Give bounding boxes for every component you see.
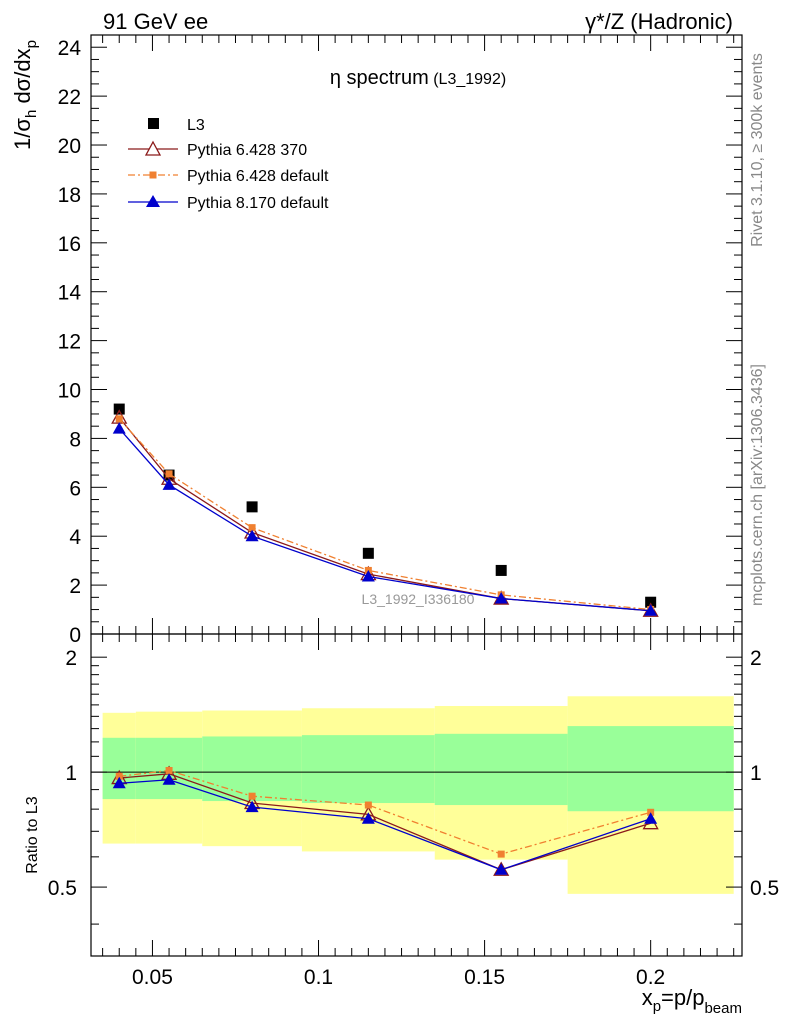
legend-entry-pythia6-default: Pythia 6.428 default [128, 168, 329, 185]
main-series-0-point-4 [495, 564, 507, 576]
main-series-3-point-4 [494, 592, 508, 604]
ratio-ytick-label-left: 2 [65, 647, 77, 670]
ratio-uncertainty-bands [102, 696, 734, 894]
main-ytick-label: 10 [58, 380, 81, 403]
ratio-series-1-point-4 [497, 850, 505, 858]
ratio-ytick-label-right: 0.5 [750, 877, 779, 900]
xtick-label: 0.2 [636, 966, 665, 989]
main-ytick-label: 12 [58, 331, 81, 354]
main-series-3-point-5 [644, 604, 658, 616]
main-series-2-point-0 [115, 415, 123, 423]
main-series-0-point-2 [246, 501, 258, 513]
main-series-3-point-0 [112, 422, 126, 434]
chart-title-main: η spectrum [330, 67, 429, 89]
main-series-0-point-5 [645, 596, 657, 608]
inner-band-bin-3 [301, 735, 435, 804]
legend-entry-pythia8: Pythia 8.170 default [128, 195, 329, 212]
ratio-series-2-point-0 [112, 776, 126, 789]
ratio-series-1-point-3 [364, 801, 372, 809]
main-series-2-point-1 [165, 470, 173, 478]
legend-marker-pythia6-370 [144, 140, 162, 156]
ratio-series-1-point-0 [115, 772, 123, 780]
main-series-2-point-2 [248, 524, 256, 532]
main-series-3-point-1 [162, 478, 176, 490]
main-series-3-point-2 [245, 529, 259, 542]
legend-label-l3: L3 [187, 117, 205, 134]
process-label: γ*/Z (Hadronic) [585, 9, 733, 34]
ratio-series-2 [112, 773, 658, 875]
ratio-series-2-point-4 [494, 863, 508, 875]
main-ytick-label: 4 [69, 526, 81, 549]
mcplots-label: mcplots.cern.ch [arXiv:1306.3436] [749, 364, 766, 606]
energy-label: 91 GeV ee [103, 9, 208, 34]
main-series-3 [112, 422, 658, 616]
legend-label-pythia6-370: Pythia 6.428 370 [187, 142, 307, 159]
main-ytick-label: 18 [58, 184, 81, 207]
legend-entry-l3: L3 [148, 117, 205, 134]
main-ytick-label: 24 [58, 37, 82, 60]
ratio-frame [90, 633, 743, 957]
analysis-watermark: L3_1992_I336180 [362, 591, 475, 607]
main-ytick-label: 2 [69, 575, 81, 598]
rivet-version-label: Rivet 3.1.10, ≥ 300k events [749, 53, 766, 247]
ratio-series-0-line [119, 773, 651, 871]
inner-band-bin-0 [102, 737, 136, 800]
main-ytick-label: 22 [58, 86, 81, 109]
inner-band-bin-4 [434, 733, 568, 806]
main-series-3-point-3 [361, 570, 375, 582]
legend-entry-pythia6-370: Pythia 6.428 370 [128, 140, 307, 159]
ratio-ytick-label-left: 0.5 [48, 877, 77, 900]
ratio-ytick-label-left: 1 [65, 762, 77, 785]
inner-band-bin-2 [202, 736, 302, 802]
main-series-2-line [118, 418, 651, 611]
legend-label-pythia6-default: Pythia 6.428 default [187, 168, 329, 185]
ratio-ytick-label-right: 2 [750, 647, 762, 670]
ratio-ytick-label-right: 1 [750, 762, 762, 785]
main-ytick-label: 14 [58, 282, 82, 305]
main-ytick-label: 0 [69, 624, 81, 647]
ratio-series-2-point-2 [245, 800, 259, 813]
legend-label-pythia8: Pythia 8.170 default [187, 195, 329, 212]
xtick-label: 0.1 [304, 966, 333, 989]
xtick-label: 0.15 [464, 966, 505, 989]
chart-title-suffix: (L3_1992) [433, 71, 506, 88]
main-series-3-line [118, 428, 651, 612]
main-series-1 [111, 409, 659, 617]
ratio-series-2-point-1 [162, 773, 176, 785]
main-ylabel: 1/σh dσ/dxp [10, 40, 40, 150]
xtick-label: 0.05 [132, 966, 173, 989]
xlabel: xp=p/pbeam [642, 985, 742, 1017]
legend: L3 Pythia 6.428 370 Pythia 6.428 default… [128, 117, 329, 212]
main-ytick-label: 8 [69, 428, 81, 451]
main-series-0-point-0 [113, 403, 125, 415]
ratio-series-2-line [119, 779, 651, 871]
ratio-series-2-point-3 [361, 812, 375, 824]
main-ytick-label: 20 [58, 135, 81, 158]
ratio-series-1-line [119, 769, 651, 855]
ratio-series-layer [111, 765, 659, 876]
inner-band-bin-5 [567, 726, 734, 812]
ratio-series-1-point-2 [248, 792, 256, 800]
legend-marker-l3 [148, 118, 159, 129]
main-series-layer [111, 403, 659, 617]
main-series-2 [115, 415, 655, 614]
main-series-1-line [118, 417, 651, 612]
main-ytick-label: 16 [58, 233, 81, 256]
ratio-series-1-point-1 [165, 766, 173, 774]
process-label-text: γ*/Z (Hadronic) [585, 9, 733, 34]
chart-title: η spectrum (L3_1992) [330, 67, 506, 89]
ratio-ylabel: Ratio to L3 [24, 796, 41, 873]
legend-marker-pythia6-default [149, 171, 157, 179]
legend-marker-pythia8 [146, 195, 160, 207]
main-series-0-point-3 [362, 547, 374, 559]
ratio-series-2-point-5 [644, 812, 658, 824]
main-ytick-label: 6 [69, 477, 81, 500]
